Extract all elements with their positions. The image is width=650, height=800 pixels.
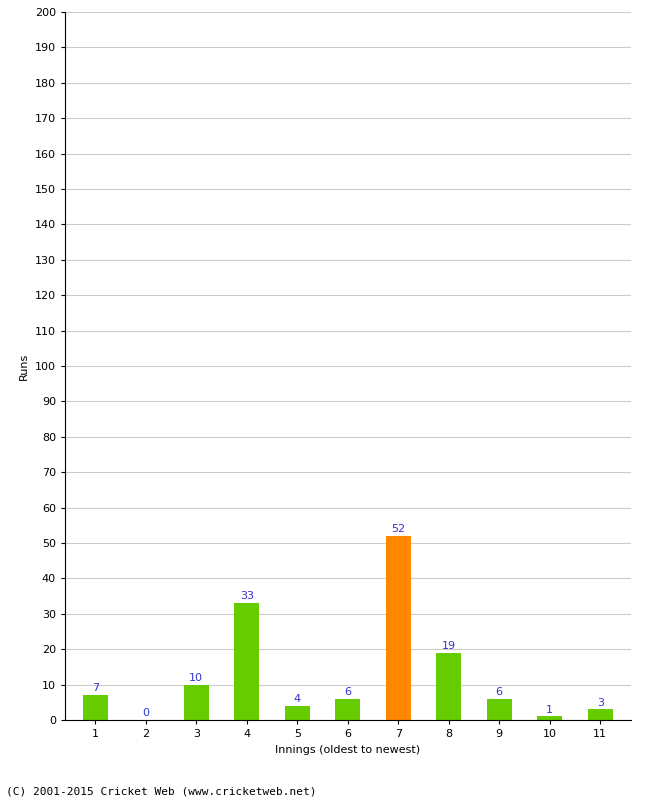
Bar — [487, 698, 512, 720]
Bar — [436, 653, 462, 720]
Text: 7: 7 — [92, 683, 99, 694]
Bar — [588, 710, 613, 720]
Text: (C) 2001-2015 Cricket Web (www.cricketweb.net): (C) 2001-2015 Cricket Web (www.cricketwe… — [6, 786, 317, 796]
Bar — [83, 695, 108, 720]
Text: 6: 6 — [496, 687, 502, 697]
Text: 3: 3 — [597, 698, 604, 708]
Bar — [335, 698, 360, 720]
Text: 33: 33 — [240, 591, 254, 602]
Bar — [234, 603, 259, 720]
Text: 10: 10 — [189, 673, 203, 683]
Text: 4: 4 — [294, 694, 301, 704]
Text: 52: 52 — [391, 524, 406, 534]
Text: 19: 19 — [441, 641, 456, 651]
Text: 0: 0 — [142, 708, 150, 718]
Bar — [285, 706, 310, 720]
X-axis label: Innings (oldest to newest): Innings (oldest to newest) — [275, 745, 421, 754]
Bar — [537, 717, 562, 720]
Bar — [184, 685, 209, 720]
Text: 6: 6 — [344, 687, 351, 697]
Text: 1: 1 — [546, 705, 553, 714]
Y-axis label: Runs: Runs — [20, 352, 29, 380]
Bar — [385, 536, 411, 720]
